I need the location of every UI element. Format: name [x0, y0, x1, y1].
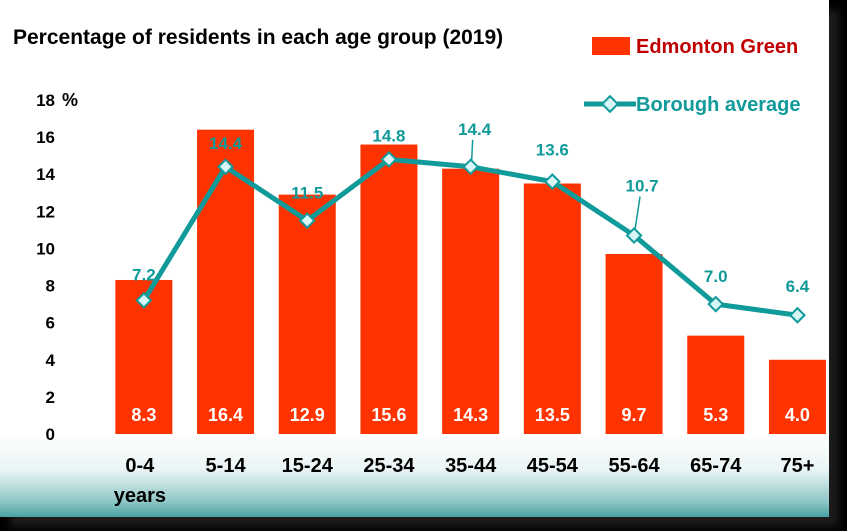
leader-line: [634, 196, 641, 230]
x-tick-label: 35-44: [445, 455, 497, 477]
chart-title: Percentage of residents in each age grou…: [13, 26, 503, 49]
bar-value-labels: 8.3 16.4 12.9 15.6 14.3 13.5 9.7 5.3 4.0: [131, 405, 810, 425]
bar: [442, 168, 500, 434]
bar: [523, 183, 581, 434]
line-marker: [462, 158, 480, 176]
leader-line: [470, 139, 474, 161]
line-marker: [707, 295, 725, 313]
legend-label-borough-average: Borough average: [636, 94, 800, 116]
y-tick-label: 8: [46, 277, 55, 296]
y-axis-unit: %: [62, 90, 78, 110]
y-tick-label: 2: [46, 388, 55, 407]
bar: [360, 144, 418, 435]
line-value-label: 6.4: [786, 277, 810, 296]
bar: [278, 194, 336, 434]
line-value-labels: 7.2 14.4 11.5 14.8 14.4 13.6 10.7 7.0 6.4: [132, 120, 810, 296]
y-tick-label: 12: [36, 202, 55, 221]
bar-value-label: 8.3: [131, 405, 156, 425]
line-marker: [298, 212, 316, 230]
y-tick-label: 10: [36, 239, 55, 258]
bar: [605, 254, 663, 434]
line-value-label: 11.5: [291, 184, 323, 203]
x-tick-label: 75+: [780, 455, 814, 477]
bar-value-label: 13.5: [535, 405, 570, 425]
bar: [768, 359, 826, 434]
x-tick-label: 25-34: [363, 455, 415, 477]
bar-value-label: 16.4: [208, 405, 243, 425]
x-tick-label: 55-64: [608, 455, 660, 477]
line-value-label: 7.0: [704, 267, 728, 286]
x-axis-labels: 0-4 years 5-14 15-24 25-34 35-44 45-54 55-64 65-…: [114, 455, 815, 507]
line-markers: [135, 150, 806, 324]
bar: [197, 129, 255, 434]
y-tick-label: 6: [46, 314, 55, 333]
legend-label-edmonton-green: Edmonton Green: [636, 36, 798, 58]
x-tick-label: 45-54: [527, 455, 579, 477]
line-value-label: 14.8: [372, 126, 405, 145]
line-marker: [625, 226, 643, 244]
x-tick-label: 0-4: [125, 455, 155, 477]
bar-value-label: 14.3: [453, 405, 488, 425]
line-marker: [135, 291, 153, 309]
x-tick-label: 15-24: [282, 455, 334, 477]
line-marker: [788, 306, 806, 324]
bar-value-label: 15.6: [371, 405, 406, 425]
y-tick-label: 4: [46, 351, 56, 370]
y-tick-label: 0: [46, 425, 55, 444]
bar-value-label: 4.0: [785, 405, 810, 425]
bar-value-label: 5.3: [703, 405, 728, 425]
x-tick-label: 5-14: [206, 455, 247, 477]
y-tick-label: 16: [36, 128, 55, 147]
x-tick-label: 65-74: [690, 455, 742, 477]
legend-swatch-edmonton-green: [592, 37, 630, 55]
y-tick-label: 18: [36, 91, 55, 110]
bar: [687, 335, 745, 434]
legend-marker-borough-average: [600, 94, 620, 114]
line-marker: [217, 158, 235, 176]
y-axis-ticks: 0 2 4 6 8 10 12 14 16 18: [36, 91, 55, 444]
bar-value-label: 12.9: [290, 405, 325, 425]
line-label-leaders: [470, 139, 641, 230]
y-tick-label: 14: [36, 165, 55, 184]
chart-legend: Edmonton Green Borough average: [584, 36, 800, 116]
line-value-label: 13.6: [536, 141, 569, 160]
line-marker: [380, 150, 398, 168]
line-value-label: 14.4: [209, 134, 243, 153]
bar-value-label: 9.7: [622, 405, 647, 425]
line-value-label: 7.2: [132, 265, 156, 284]
line-value-label: 14.4: [458, 120, 492, 139]
line-value-label: 10.7: [626, 176, 659, 195]
x-tick-label: years: [114, 485, 166, 507]
line-marker: [543, 173, 561, 191]
